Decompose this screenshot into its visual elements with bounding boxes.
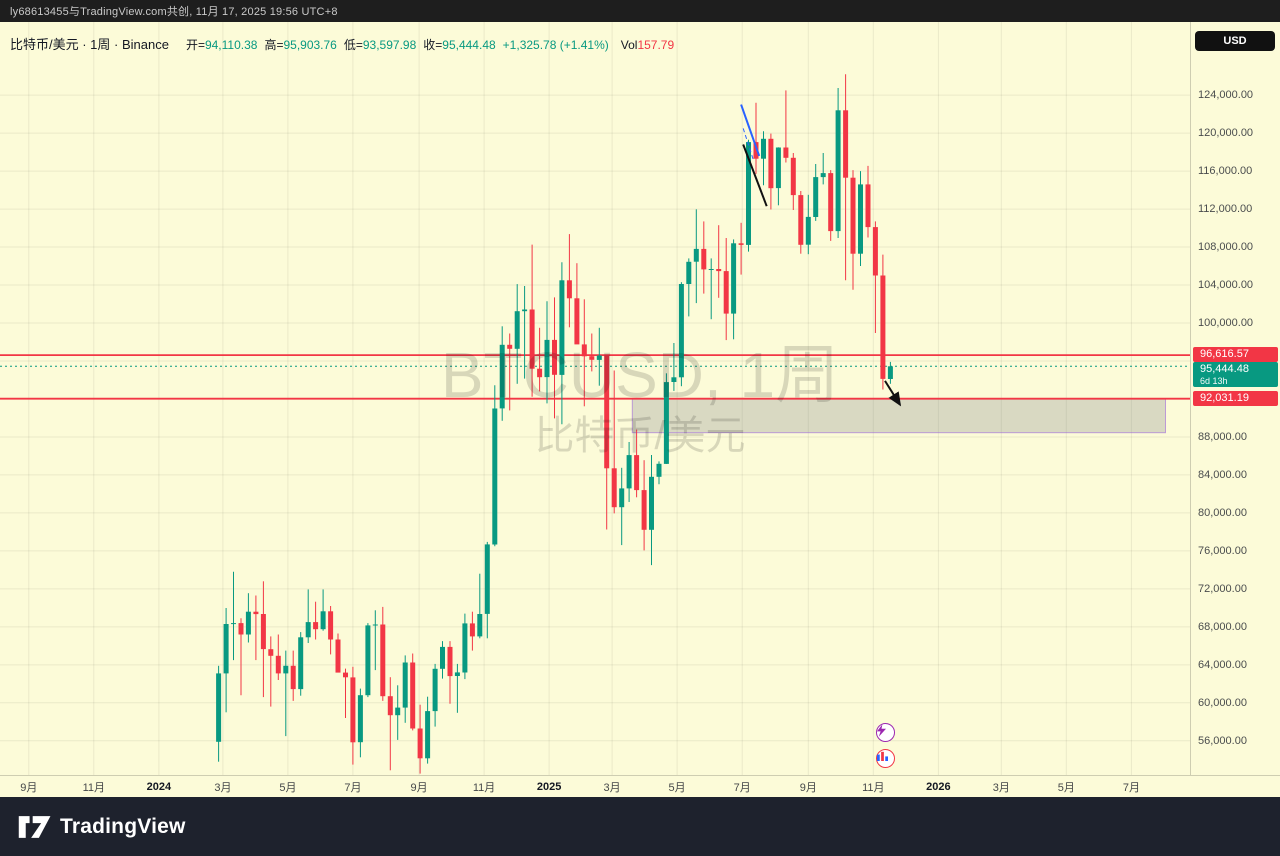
bar-countdown: 6d 13h [1200, 376, 1228, 387]
chart-row: BTCUSD, 1周 比特币/美元 比特币/美元 · 1周 · Binance 开… [0, 22, 1280, 775]
chart-stats-icon-button[interactable] [876, 749, 895, 768]
price-line-badge: 92,031.19 [1193, 390, 1278, 406]
price-tick-label: 120,000.00 [1198, 127, 1254, 140]
flash-icon-button[interactable] [876, 723, 895, 742]
volume-value: 157.79 [637, 38, 675, 52]
high-label: 高= [264, 38, 284, 52]
low-value: 93,597.98 [362, 38, 417, 52]
chart-plot-area[interactable]: BTCUSD, 1周 比特币/美元 比特币/美元 · 1周 · Binance 开… [0, 22, 1190, 775]
low-label: 低= [343, 38, 363, 52]
bar-chart-icon [877, 751, 888, 761]
price-tick-label: 56,000.00 [1198, 734, 1247, 747]
price-line-badge: 96,616.57 [1193, 347, 1278, 363]
time-tick-label: 7月 [344, 781, 362, 794]
price-tick-label: 84,000.00 [1198, 468, 1247, 481]
time-tick-label: 2025 [536, 780, 562, 793]
price-tick-label: 100,000.00 [1198, 317, 1254, 329]
price-tick-label: 124,000.00 [1198, 89, 1254, 102]
time-tick-label: 5月 [1057, 781, 1075, 794]
time-tick-label: 11月 [862, 781, 885, 794]
price-tick-label: 76,000.00 [1198, 544, 1247, 557]
high-value: 95,903.76 [283, 38, 337, 52]
price-tick-label: 60,000.00 [1198, 696, 1247, 709]
attribution-text: ly68613455与TradingView.com共创, 11月 17, 20… [10, 6, 338, 18]
time-tick-label: 11月 [82, 781, 106, 794]
tradingview-wordmark: TradingView [60, 814, 186, 838]
price-tick-label: 112,000.00 [1198, 203, 1253, 216]
close-label: 收= [423, 38, 443, 52]
time-tick-label: 3月 [214, 781, 232, 794]
time-tick-label: 2024 [146, 780, 172, 793]
time-tick-label: 7月 [1122, 781, 1140, 794]
time-tick-label: 7月 [733, 781, 751, 794]
symbol-legend[interactable]: 比特币/美元 · 1周 · Binance 开=94,110.38 高=95,903… [10, 34, 674, 53]
time-tick-label: 5月 [668, 781, 686, 794]
tradingview-mark-icon [18, 815, 51, 838]
symbol-title[interactable]: 比特币/美元 · 1周 · Binance [10, 37, 169, 52]
footer-bar: TradingView [0, 797, 1280, 856]
price-tick-label: 80,000.00 [1198, 506, 1247, 519]
close-value: 95,444.48 [442, 38, 496, 52]
price-tick-label: 72,000.00 [1198, 582, 1247, 595]
time-tick-label: 3月 [992, 781, 1010, 794]
time-tick-label: 3月 [603, 781, 621, 794]
price-tick-label: 88,000.00 [1198, 431, 1247, 443]
price-axis[interactable]: USD 56,000.00 60,000.00 64,000.00 68,000.00… [1190, 22, 1280, 775]
time-tick-label: 5月 [279, 781, 297, 794]
time-tick-label: 9月 [799, 781, 817, 794]
volume-label: Vol [620, 38, 638, 52]
last-price-badge: 95,444.48 6d 13h [1193, 362, 1278, 388]
price-tick-label: 68,000.00 [1198, 620, 1247, 633]
tradingview-logo[interactable]: TradingView [18, 813, 186, 841]
price-tick-label: 108,000.00 [1198, 241, 1254, 253]
chart-canvas[interactable] [0, 22, 1190, 775]
open-value: 94,110.38 [204, 38, 258, 52]
currency-button[interactable]: USD [1195, 31, 1275, 51]
open-label: 开= [185, 38, 205, 52]
time-tick-label: 11月 [472, 781, 496, 794]
price-tick-label: 116,000.00 [1198, 165, 1253, 178]
attribution-bar: ly68613455与TradingView.com共创, 11月 17, 20… [0, 0, 1280, 22]
time-tick-label: 9月 [20, 781, 38, 794]
lightning-icon [877, 724, 886, 737]
price-tick-label: 64,000.00 [1198, 658, 1247, 671]
price-tick-label: 104,000.00 [1198, 279, 1254, 291]
change-value: +1,325.78 (+1.41%) [502, 38, 609, 52]
time-tick-label: 9月 [410, 781, 428, 794]
time-axis[interactable]: 9月 11月 2024 3月 5月 7月 9月 11月 2025 3月 5月 7月 9月 11月 2026 3… [0, 775, 1280, 797]
time-tick-label: 2026 [926, 780, 951, 793]
